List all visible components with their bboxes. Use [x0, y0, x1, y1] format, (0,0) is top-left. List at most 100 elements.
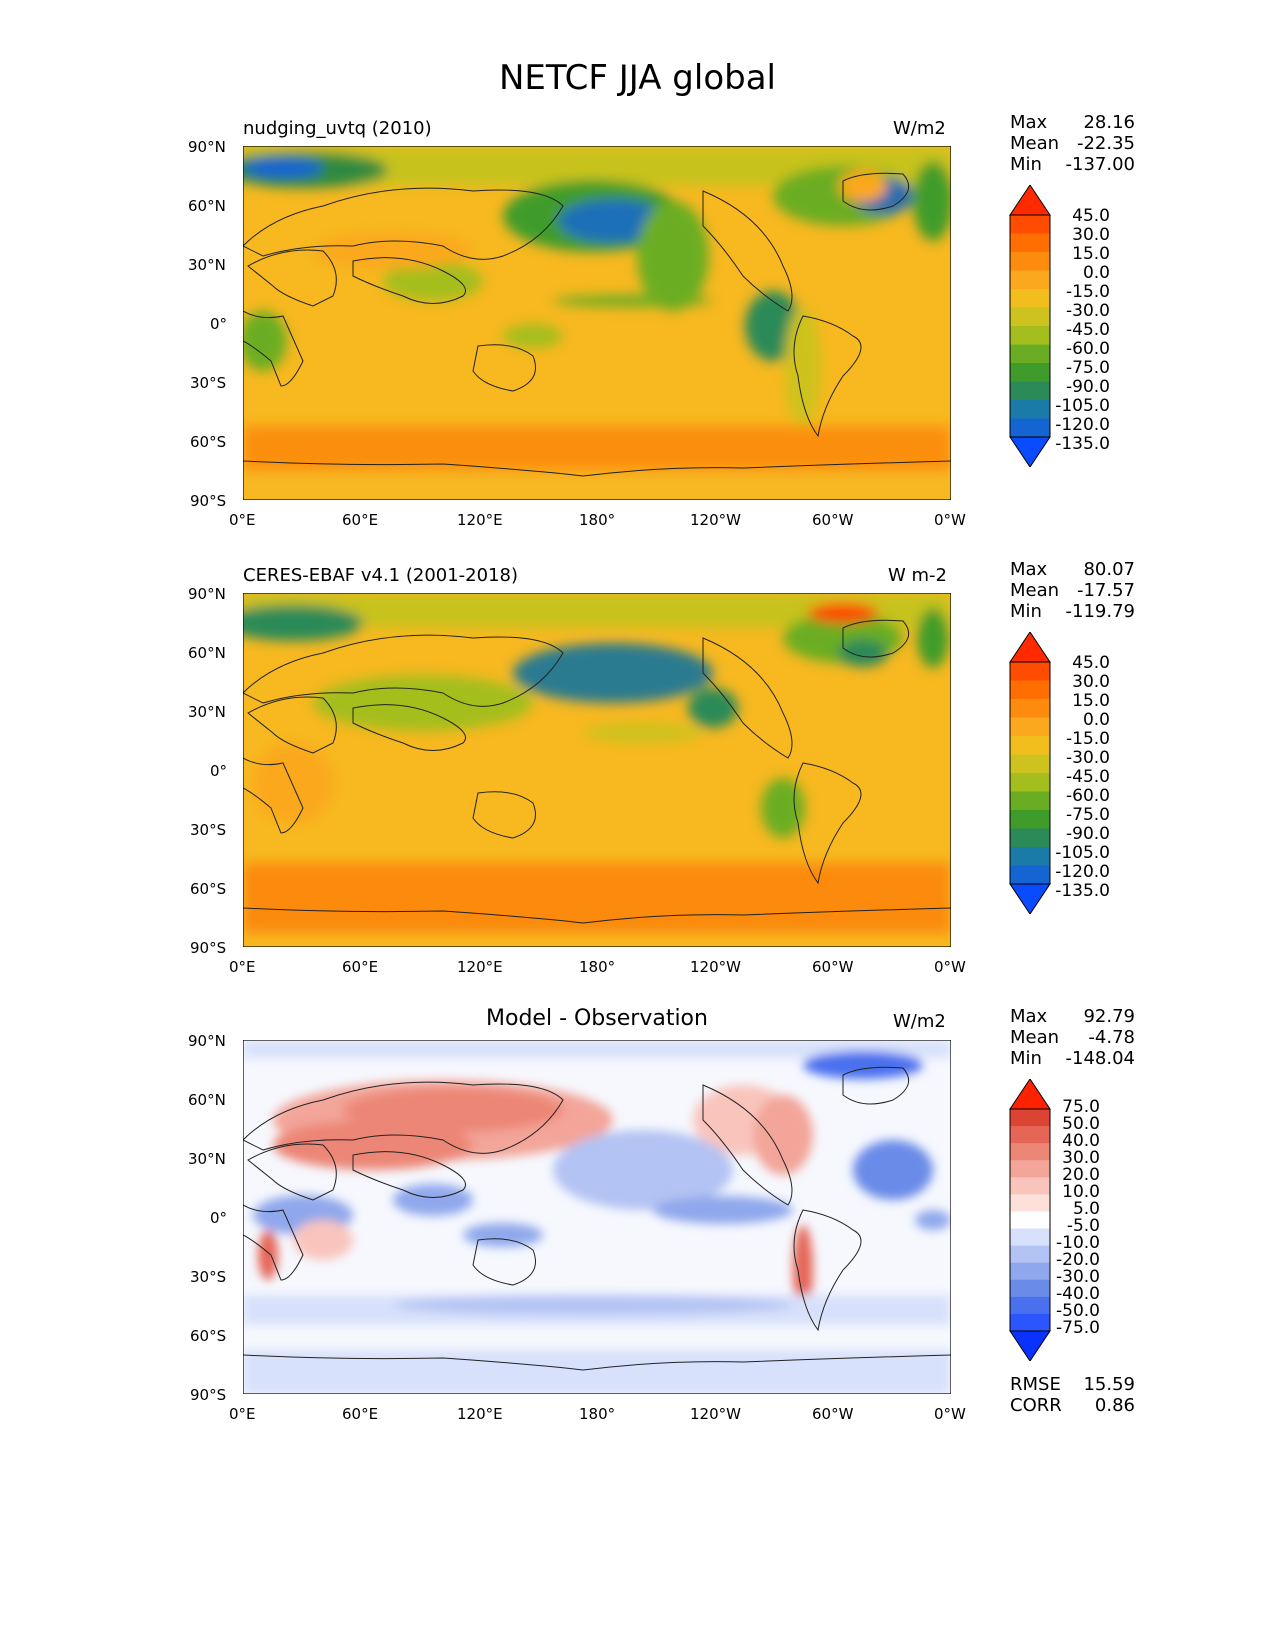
panel2-lat-tick: 30°N	[188, 703, 226, 721]
colorbar-label: -135.0	[1055, 434, 1110, 454]
colorbar-label: -40.0	[1056, 1284, 1100, 1304]
panel2-lat-tick: 90°N	[188, 585, 226, 603]
panel1-lon-tick: 0°W	[934, 511, 966, 529]
colorbar-band	[1010, 1228, 1050, 1247]
coastlines	[243, 172, 951, 477]
colorbar-band	[1010, 381, 1050, 401]
panel3-lon-tick: 60°E	[342, 1405, 379, 1423]
colorbar-band	[1010, 773, 1050, 792]
panel3-center-title: Model - Observation	[486, 1006, 708, 1031]
colorbar-band	[1010, 1109, 1050, 1127]
panel1-lat-tick: 90°N	[188, 138, 226, 156]
stat-value: -119.79	[1065, 601, 1135, 622]
panel1-lat-tick: 60°N	[188, 197, 226, 215]
stat-max: Max 80.07	[1010, 559, 1135, 580]
colorbar-label: -20.0	[1056, 1250, 1100, 1270]
field-shading	[243, 146, 951, 500]
panel1-stats: Max 28.16 Mean -22.35 Min -137.00	[1010, 112, 1135, 175]
colorbar-band	[1010, 344, 1050, 364]
panel1-lon-tick: 0°E	[229, 511, 256, 529]
panel1-lon-tick: 180°	[579, 511, 616, 529]
colorbar-band	[1010, 810, 1050, 829]
field-shading	[243, 1040, 951, 1394]
panel3-lon-tick: 120°E	[457, 1405, 503, 1423]
panel3-units: W/m2	[893, 1011, 946, 1032]
stat-value: -22.35	[1076, 133, 1135, 154]
panel2-lat-tick: 60°S	[190, 880, 227, 898]
colorbar-frame	[1009, 214, 1051, 438]
colorbar-band	[1010, 791, 1050, 811]
colorbar-band	[1010, 1160, 1050, 1178]
colorbar-band	[1010, 307, 1050, 327]
colorbar-label: 45.0	[1072, 206, 1110, 226]
panel1-units: W/m2	[893, 118, 946, 139]
colorbar-label: 30.0	[1062, 1148, 1100, 1168]
colorbar-band	[1010, 363, 1050, 382]
colorbar-label: -75.0	[1056, 1318, 1100, 1338]
panel1-lat-tick: 0°	[210, 315, 228, 333]
colorbar-label: -105.0	[1055, 396, 1110, 416]
panel3-lon-tick: 0°E	[229, 1405, 256, 1423]
panel3-lat-tick: 90°N	[188, 1032, 226, 1050]
panel2-colorbar-labels: 45.0 30.0 15.0 0.0 -15.0 -30.0 -45.0 -60…	[1050, 654, 1110, 901]
colorbar-max-cap	[1009, 185, 1051, 216]
panel2-lon-tick: 120°W	[690, 958, 741, 976]
panel3-lat-tick: 30°S	[190, 1268, 227, 1286]
colorbar-label: -135.0	[1055, 881, 1110, 901]
colorbar-label: -75.0	[1066, 358, 1110, 378]
colorbar-min-cap	[1009, 436, 1051, 467]
colorbar-label: -90.0	[1066, 377, 1110, 397]
panel3-lon-tick: 120°W	[690, 1405, 741, 1423]
colorbar-label: -45.0	[1066, 320, 1110, 340]
rmse-label: RMSE	[1010, 1374, 1061, 1395]
colorbar-band	[1010, 1143, 1050, 1161]
colorbar-label: 0.0	[1082, 263, 1110, 283]
panel1-map	[243, 146, 951, 500]
panel2-colorbar	[1009, 632, 1051, 914]
panel1-colorbar	[1009, 185, 1051, 467]
panel3-colorbar-labels: 75.0 50.0 40.0 30.0 20.0 10.0 5.0 -5.0 -…	[1050, 1099, 1100, 1337]
colorbar-label: -5.0	[1066, 1216, 1100, 1236]
panel1-colorbar-labels: 45.0 30.0 15.0 0.0 -15.0 -30.0 -45.0 -60…	[1050, 207, 1110, 454]
stat-value: -4.78	[1088, 1027, 1135, 1048]
panel3-lat-tick: 0°	[210, 1209, 228, 1227]
stat-max: Max 28.16	[1010, 112, 1135, 133]
panel3-colorbar	[1009, 1079, 1051, 1361]
panel3-stats: Max 92.79 Mean -4.78 Min -148.04	[1010, 1006, 1135, 1069]
panel1-lon-tick: 60°E	[342, 511, 379, 529]
panel3-lon-tick: 60°W	[812, 1405, 854, 1423]
colorbar-label: 15.0	[1072, 691, 1110, 711]
stat-mean: Mean -4.78	[1010, 1027, 1135, 1048]
colorbar-min-cap	[1009, 1330, 1051, 1361]
panel2-lon-tick: 60°W	[812, 958, 854, 976]
stat-label: Max	[1010, 112, 1048, 133]
colorbar-label: -15.0	[1066, 729, 1110, 749]
colorbar-band	[1010, 1313, 1050, 1332]
colorbar-label: 15.0	[1072, 244, 1110, 264]
colorbar-label: -30.0	[1056, 1267, 1100, 1287]
stat-mean: Mean -22.35	[1010, 133, 1135, 154]
rmse-value: 15.59	[1083, 1374, 1135, 1395]
colorbar-band	[1010, 233, 1050, 253]
colorbar-label: 40.0	[1062, 1131, 1100, 1151]
rmse-row: RMSE 15.59	[1010, 1374, 1135, 1395]
coastlines	[243, 619, 951, 924]
stat-min: Min -137.00	[1010, 154, 1135, 175]
panel3-lat-tick: 30°N	[188, 1150, 226, 1168]
corr-value: 0.86	[1094, 1395, 1135, 1416]
colorbar-label: -60.0	[1066, 339, 1110, 359]
colorbar-label: 0.0	[1082, 710, 1110, 730]
panel1-lat-tick: 60°S	[190, 433, 227, 451]
colorbar-label: 10.0	[1062, 1182, 1100, 1202]
colorbar-band	[1010, 252, 1050, 271]
colorbar-label: -30.0	[1066, 748, 1110, 768]
panel2-lat-tick: 0°	[210, 762, 228, 780]
colorbar-band	[1010, 1177, 1050, 1195]
panel1-lon-tick: 120°W	[690, 511, 741, 529]
colorbar-band	[1010, 1194, 1050, 1212]
colorbar-label: -50.0	[1056, 1301, 1100, 1321]
panel2-lon-tick: 120°E	[457, 958, 503, 976]
colorbar-band	[1010, 215, 1050, 234]
stat-label: Min	[1010, 154, 1042, 175]
colorbar-label: -15.0	[1066, 282, 1110, 302]
